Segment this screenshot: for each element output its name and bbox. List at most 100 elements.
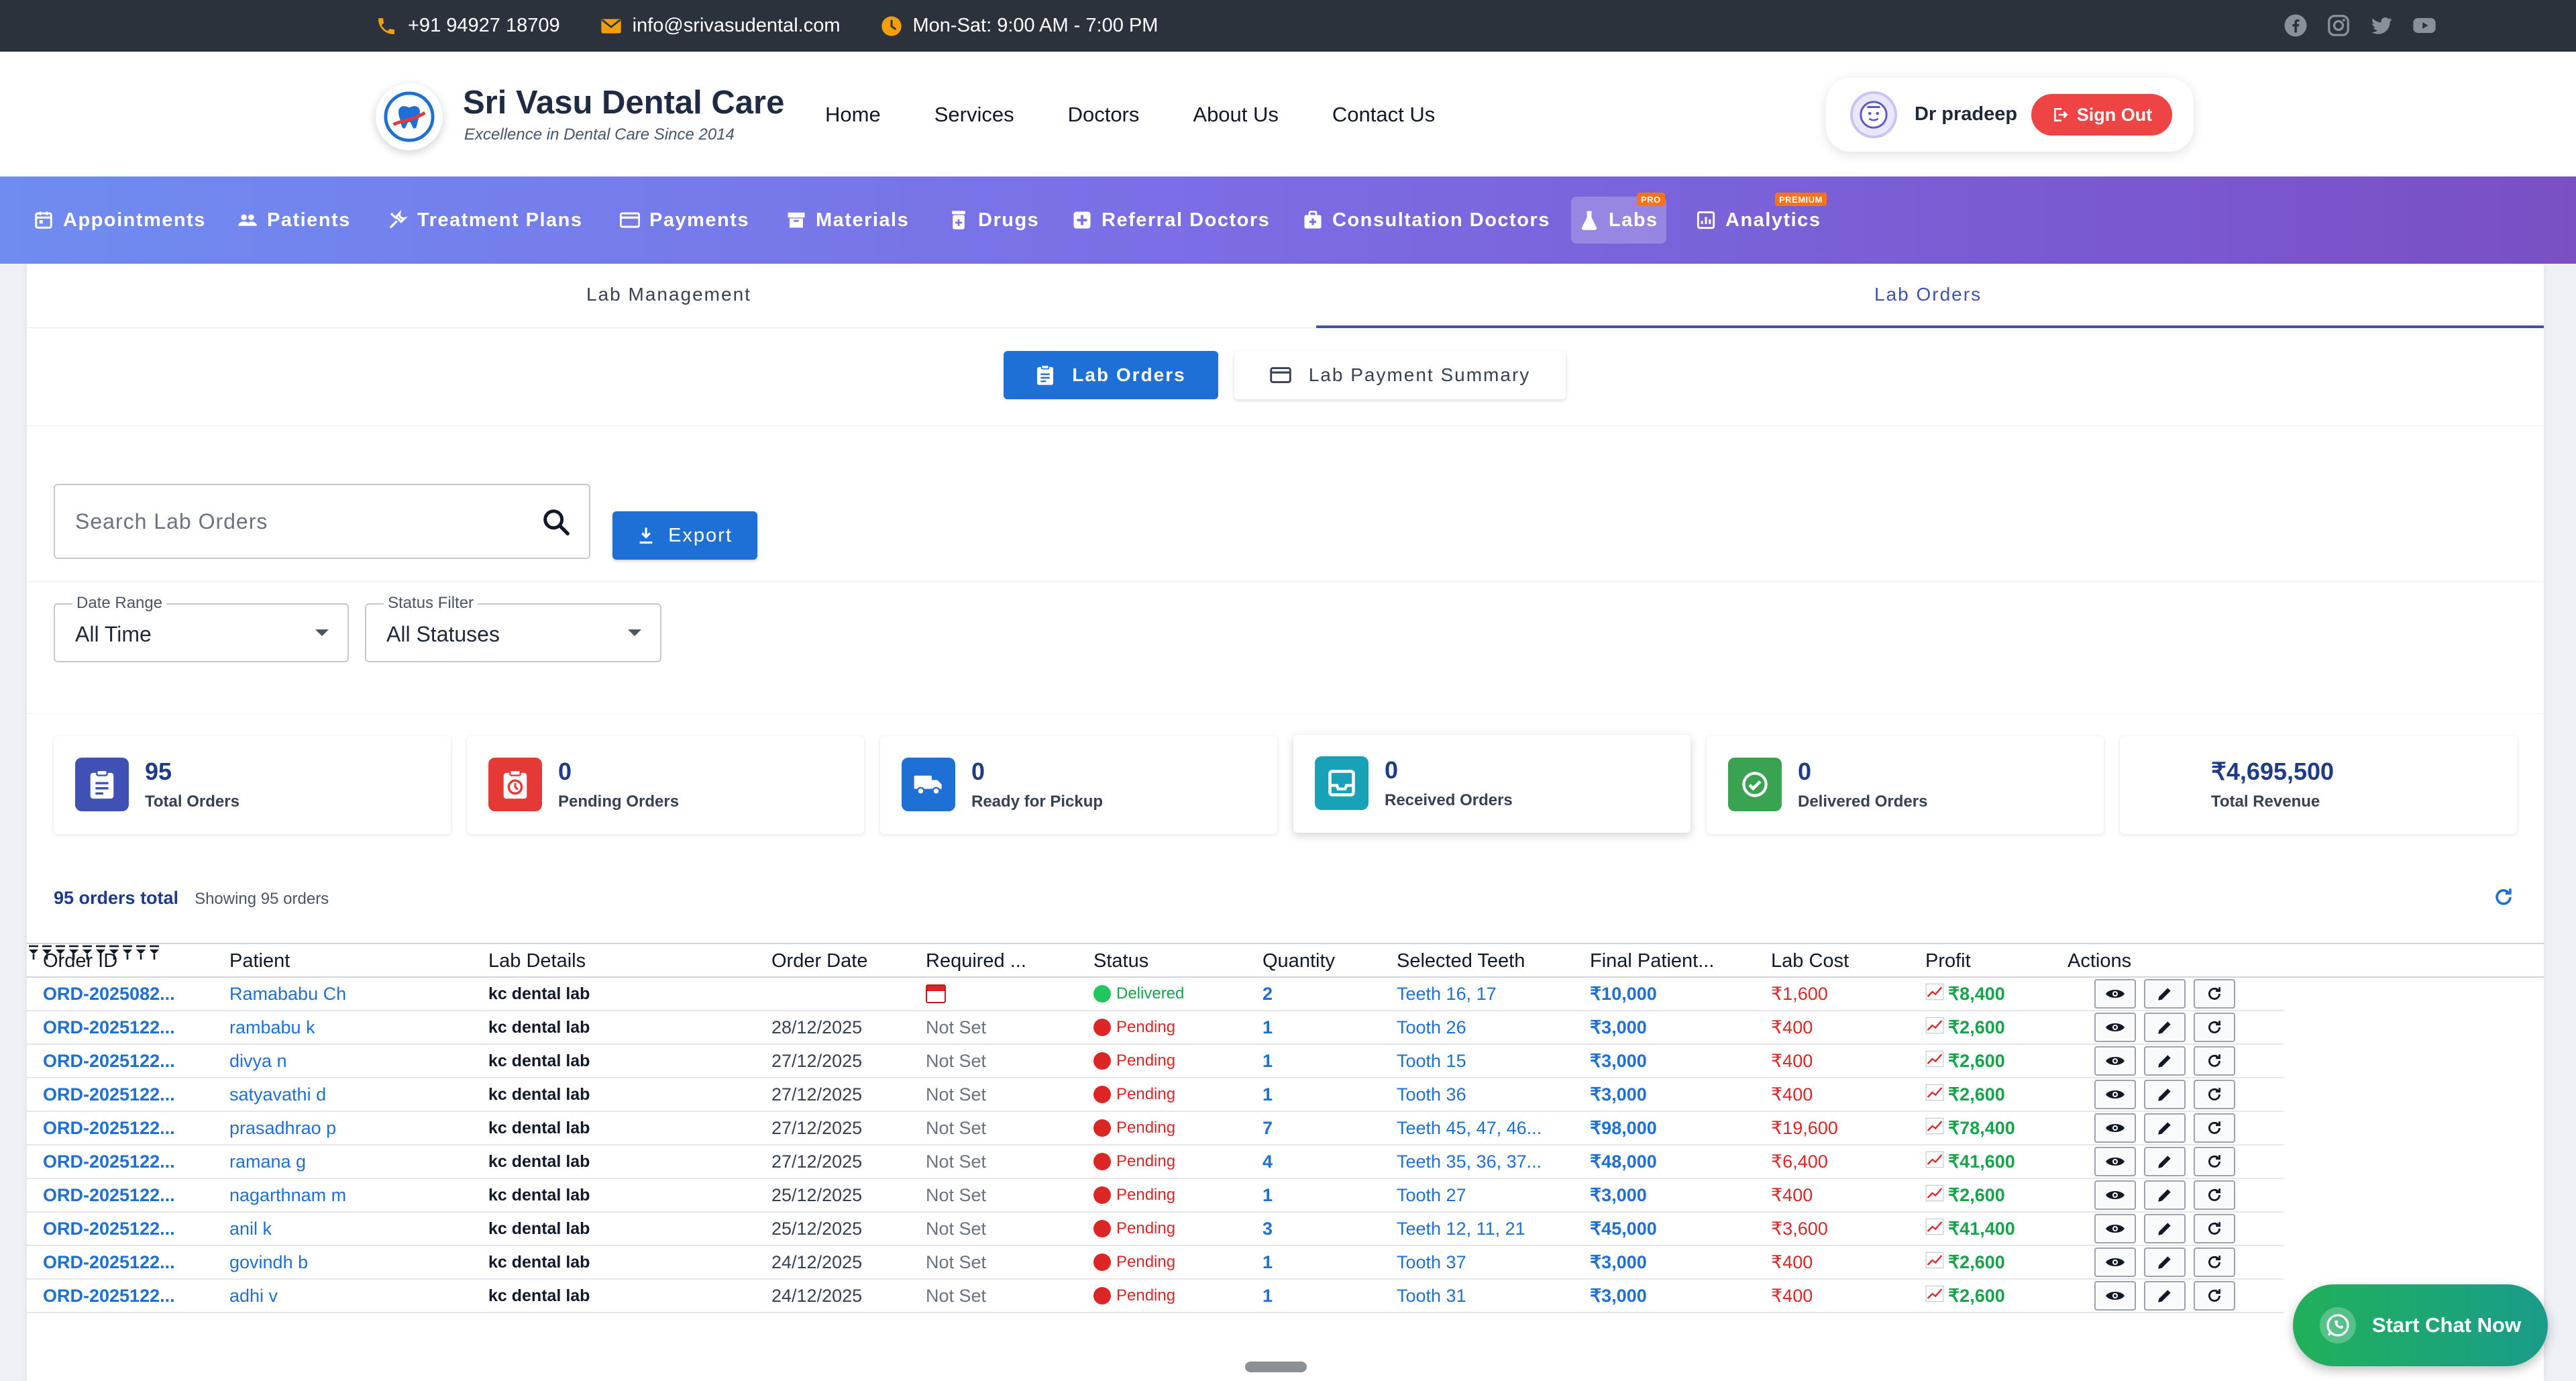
table-row[interactable]: ORD-2025122... anil k kc dental lab 25/1… <box>27 1213 2284 1246</box>
sort-icon[interactable] <box>27 945 40 964</box>
col-selected-teeth-header[interactable]: Selected Teeth <box>1397 950 1525 972</box>
order-id-cell[interactable]: ORD-2025122... <box>43 1218 175 1239</box>
phone-contact[interactable]: +91 94927 18709 <box>376 15 560 37</box>
sort-icon[interactable] <box>107 945 121 964</box>
patient-cell[interactable]: divya n <box>229 1050 287 1071</box>
instagram-icon[interactable] <box>2326 13 2351 38</box>
view-button[interactable] <box>2094 1147 2136 1176</box>
col-order-id-header[interactable]: Order ID <box>43 950 118 972</box>
patient-cell[interactable]: nagarthnam m <box>229 1184 347 1205</box>
table-row[interactable]: ORD-2025122... rambabu k kc dental lab 2… <box>27 1011 2284 1045</box>
module-payments[interactable]: Payments <box>612 197 757 244</box>
patient-cell[interactable]: prasadhrao p <box>229 1117 337 1138</box>
edit-button[interactable] <box>2144 1180 2186 1210</box>
lab-orders-subtab[interactable]: Lab Orders <box>1004 351 1218 399</box>
order-id-cell[interactable]: ORD-2025122... <box>43 1084 175 1105</box>
status-update-button[interactable] <box>2194 979 2235 1009</box>
order-id-cell[interactable]: ORD-2025122... <box>43 1117 175 1138</box>
order-id-cell[interactable]: ORD-2025122... <box>43 1285 175 1306</box>
module-drugs[interactable]: Drugs <box>941 197 1047 244</box>
table-row[interactable]: ORD-2025122... ramana g kc dental lab 27… <box>27 1145 2284 1179</box>
table-row[interactable]: ORD-2025082... Ramababu Ch kc dental lab… <box>27 978 2284 1011</box>
date-range-select[interactable]: Date Range All Time <box>54 594 349 662</box>
col-order-date-header[interactable]: Order Date <box>771 950 868 972</box>
table-row[interactable]: ORD-2025122... adhi v kc dental lab 24/1… <box>27 1280 2284 1313</box>
view-button[interactable] <box>2094 1013 2136 1042</box>
nav-home[interactable]: Home <box>825 103 881 126</box>
col-actions-header[interactable]: Actions <box>2068 950 2132 972</box>
module-materials[interactable]: Materials <box>778 197 917 244</box>
nav-contact-us[interactable]: Contact Us <box>1332 103 1436 126</box>
start-chat-button[interactable]: Start Chat Now <box>2293 1284 2548 1366</box>
edit-button[interactable] <box>2144 979 2186 1009</box>
status-update-button[interactable] <box>2194 1046 2235 1076</box>
edit-button[interactable] <box>2144 1013 2186 1042</box>
nav-about-us[interactable]: About Us <box>1193 103 1279 126</box>
nav-services[interactable]: Services <box>934 103 1014 126</box>
brand-name[interactable]: Sri Vasu Dental Care <box>463 85 785 121</box>
clinic-logo[interactable] <box>376 83 443 150</box>
status-update-button[interactable] <box>2194 1113 2235 1143</box>
sort-icon[interactable] <box>80 945 94 964</box>
avatar[interactable] <box>1850 91 1897 138</box>
col-final-patient-header[interactable]: Final Patient... <box>1590 950 1715 972</box>
nav-doctors[interactable]: Doctors <box>1067 103 1140 126</box>
sign-out-button[interactable]: Sign Out <box>2031 94 2172 136</box>
col-lab-details-header[interactable]: Lab Details <box>488 950 586 972</box>
tab-lab-orders[interactable]: Lab Orders <box>1874 284 1982 305</box>
col-lab-cost-header[interactable]: Lab Cost <box>1771 950 1849 972</box>
sort-icon[interactable] <box>40 945 54 964</box>
table-row[interactable]: ORD-2025122... satyavathi d kc dental la… <box>27 1078 2284 1112</box>
patient-cell[interactable]: ramana g <box>229 1151 307 1172</box>
sort-icon[interactable] <box>148 945 161 964</box>
module-appointments[interactable]: Appointments <box>25 197 214 244</box>
view-button[interactable] <box>2094 1247 2136 1277</box>
order-id-cell[interactable]: ORD-2025082... <box>43 983 175 1004</box>
tab-lab-management[interactable]: Lab Management <box>586 284 751 305</box>
calendar-icon[interactable] <box>926 984 946 1003</box>
edit-button[interactable] <box>2144 1281 2186 1311</box>
col-quantity-header[interactable]: Quantity <box>1263 950 1335 972</box>
sort-icon[interactable] <box>121 945 134 964</box>
edit-button[interactable] <box>2144 1046 2186 1076</box>
table-row[interactable]: ORD-2025122... divya n kc dental lab 27/… <box>27 1045 2284 1078</box>
module-consultation-doctors[interactable]: Consultation Doctors <box>1295 197 1558 244</box>
patient-cell[interactable]: Ramababu Ch <box>229 983 347 1004</box>
twitter-icon[interactable] <box>2369 13 2394 38</box>
status-filter-select[interactable]: Status Filter All Statuses <box>365 594 661 662</box>
youtube-icon[interactable] <box>2412 13 2436 38</box>
col-required-date-header[interactable]: Required ... <box>926 950 1026 972</box>
edit-button[interactable] <box>2144 1147 2186 1176</box>
status-update-button[interactable] <box>2194 1214 2235 1243</box>
scroll-handle[interactable] <box>1245 1362 1307 1372</box>
view-button[interactable] <box>2094 979 2136 1009</box>
module-labs[interactable]: Labs <box>1571 197 1666 244</box>
required-date-cell[interactable] <box>926 978 1073 1010</box>
sort-icon[interactable] <box>54 945 67 964</box>
facebook-icon[interactable] <box>2284 13 2308 38</box>
order-id-cell[interactable]: ORD-2025122... <box>43 1151 175 1172</box>
view-button[interactable] <box>2094 1113 2136 1143</box>
module-analytics[interactable]: Analytics <box>1688 197 1829 244</box>
edit-button[interactable] <box>2144 1214 2186 1243</box>
view-button[interactable] <box>2094 1046 2136 1076</box>
view-button[interactable] <box>2094 1281 2136 1311</box>
status-update-button[interactable] <box>2194 1147 2235 1176</box>
search-icon[interactable] <box>541 507 572 538</box>
order-id-cell[interactable]: ORD-2025122... <box>43 1050 175 1071</box>
sort-icon[interactable] <box>134 945 148 964</box>
email-contact[interactable]: info@srivasudental.com <box>600 15 841 37</box>
col-patient-header[interactable]: Patient <box>229 950 290 972</box>
status-update-button[interactable] <box>2194 1080 2235 1109</box>
view-button[interactable] <box>2094 1180 2136 1210</box>
status-update-button[interactable] <box>2194 1013 2235 1042</box>
col-status-header[interactable]: Status <box>1093 950 1149 972</box>
patient-cell[interactable]: satyavathi d <box>229 1084 327 1105</box>
edit-button[interactable] <box>2144 1113 2186 1143</box>
sort-icon[interactable] <box>67 945 80 964</box>
view-button[interactable] <box>2094 1214 2136 1243</box>
sort-icon[interactable] <box>94 945 107 964</box>
edit-button[interactable] <box>2144 1247 2186 1277</box>
patient-cell[interactable]: anil k <box>229 1218 272 1239</box>
view-button[interactable] <box>2094 1080 2136 1109</box>
